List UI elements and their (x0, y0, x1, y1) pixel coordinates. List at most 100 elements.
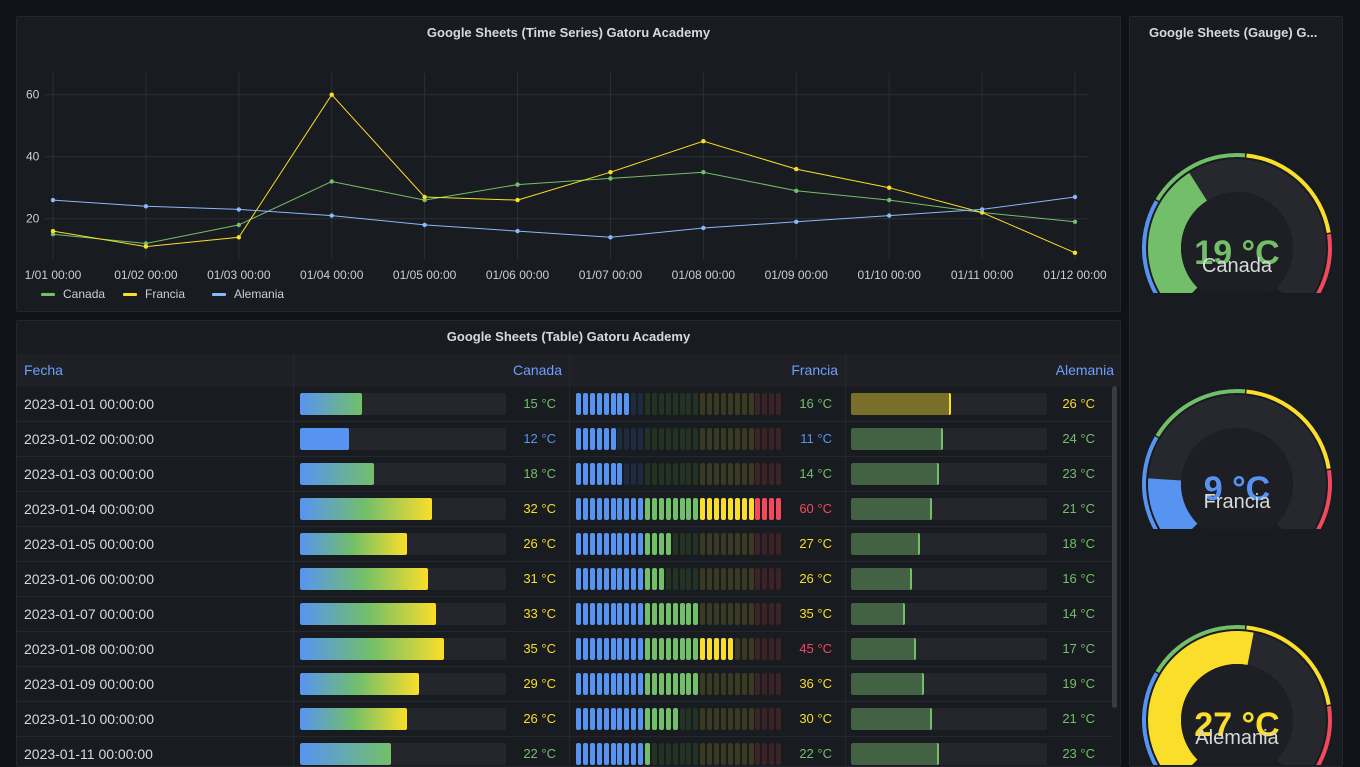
lcd-gauge-bar (576, 743, 782, 765)
lcd-segment (679, 393, 685, 415)
lcd-segment (576, 428, 581, 450)
table-row[interactable]: 2023-01-01 00:00:00 15 °C 16 °C 26 °C (17, 387, 1112, 422)
table-row[interactable]: 2023-01-08 00:00:00 35 °C 45 °C 17 °C (17, 632, 1112, 667)
lcd-segment (748, 393, 754, 415)
lcd-segment (645, 603, 650, 625)
lcd-segment (651, 463, 657, 485)
legend-swatch (123, 293, 137, 296)
lcd-segment (617, 428, 623, 450)
table-scrollbar[interactable] (1112, 386, 1117, 708)
table-title[interactable]: Google Sheets (Table) Gatoru Academy (446, 329, 691, 344)
lcd-segment (755, 708, 761, 730)
lcd-segment (672, 568, 678, 590)
lcd-segment (686, 673, 692, 695)
data-point-alemania (422, 222, 427, 228)
lcd-segment (679, 463, 685, 485)
cell-value: 18 °C (1062, 536, 1095, 551)
lcd-segment (679, 533, 685, 555)
cell-fecha: 2023-01-01 00:00:00 (24, 396, 154, 412)
lcd-gauge-bar (576, 673, 782, 695)
lcd-segment (727, 533, 733, 555)
cell-alemania: 24 °C (845, 422, 1112, 456)
table-row[interactable]: 2023-01-07 00:00:00 33 °C 35 °C 14 °C (17, 597, 1112, 632)
table-row[interactable]: 2023-01-04 00:00:00 32 °C 60 °C 21 °C (17, 492, 1112, 527)
table-row[interactable]: 2023-01-05 00:00:00 26 °C 27 °C 18 °C (17, 527, 1112, 562)
data-point-canada (608, 176, 613, 181)
cell-value: 21 °C (1062, 501, 1095, 516)
lcd-segment (672, 603, 678, 625)
lcd-segment (603, 463, 609, 485)
cell-value: 24 °C (1062, 431, 1095, 446)
lcd-segment (582, 428, 588, 450)
cell-value: 26 °C (799, 571, 832, 586)
lcd-segment (631, 638, 637, 660)
table-row[interactable]: 2023-01-11 00:00:00 22 °C 22 °C 23 °C (17, 737, 1112, 766)
gradient-gauge-fill (300, 498, 432, 520)
cell-fecha: 2023-01-04 00:00:00 (24, 501, 154, 517)
lcd-segment (686, 708, 692, 730)
timeseries-title[interactable]: Google Sheets (Time Series) Gatoru Acade… (426, 25, 711, 40)
lcd-segment (714, 463, 719, 485)
cell-francia: 30 °C (569, 702, 845, 736)
cell-value: 11 °C (800, 431, 832, 446)
data-point-francia (794, 166, 799, 172)
lcd-segment (665, 708, 671, 730)
y-tick-label: 20 (26, 212, 40, 226)
table-row[interactable]: 2023-01-09 00:00:00 29 °C 36 °C 19 °C (17, 667, 1112, 702)
lcd-segment (638, 463, 644, 485)
lcd-segment (693, 603, 699, 625)
table-row[interactable]: 2023-01-10 00:00:00 26 °C 30 °C 21 °C (17, 702, 1112, 737)
gauge-panel[interactable]: Google Sheets (Gauge) G... 19 °C Canada 9 … (1129, 16, 1343, 767)
lcd-segment (582, 498, 588, 520)
table-row[interactable]: 2023-01-06 00:00:00 31 °C 26 °C 16 °C (17, 562, 1112, 597)
lcd-segment (596, 568, 602, 590)
column-header-fecha[interactable]: Fecha (24, 362, 63, 378)
gauge-canada: 19 °C (1142, 153, 1332, 293)
column-header-canada[interactable]: Canada (512, 362, 562, 378)
cell-fecha: 2023-01-03 00:00:00 (24, 466, 154, 482)
lcd-segment (596, 708, 602, 730)
gradient-gauge-bar (300, 463, 506, 485)
lcd-segment (714, 568, 719, 590)
lcd-segment (755, 463, 761, 485)
series-line-alemania (52, 196, 1076, 238)
lcd-segment (727, 463, 733, 485)
table-row[interactable]: 2023-01-03 00:00:00 18 °C 14 °C 23 °C (17, 457, 1112, 492)
cell-francia: 60 °C (569, 492, 845, 526)
column-header-alemania[interactable]: Alemania (1055, 362, 1114, 378)
lcd-segment (755, 603, 761, 625)
lcd-segment (762, 708, 768, 730)
lcd-segment (700, 708, 706, 730)
x-tick-label: 01/08 00:00 (672, 268, 736, 282)
timeseries-panel[interactable]: Google Sheets (Time Series) Gatoru Acade… (16, 16, 1121, 312)
lcd-segment (589, 673, 595, 695)
basic-gauge-bar (851, 463, 1047, 485)
basic-gauge-fill (851, 533, 921, 555)
legend-item-francia: Francia (145, 287, 185, 301)
lcd-segment (624, 603, 630, 625)
lcd-segment (651, 498, 657, 520)
gauge-threshold-arc (1316, 469, 1332, 529)
lcd-segment (631, 743, 637, 765)
cell-canada: 31 °C (293, 562, 569, 596)
lcd-segment (645, 708, 650, 730)
cell-alemania: 21 °C (845, 492, 1112, 526)
lcd-segment (679, 498, 685, 520)
table-panel[interactable]: Google Sheets (Table) Gatoru Academy Fec… (16, 320, 1121, 767)
lcd-segment (658, 498, 664, 520)
cell-fecha: 2023-01-10 00:00:00 (24, 711, 154, 727)
column-header-francia[interactable]: Francia (791, 362, 838, 378)
basic-gauge-fill (851, 568, 913, 590)
lcd-segment (631, 463, 637, 485)
gradient-gauge-bar (300, 428, 506, 450)
data-point-francia (422, 194, 427, 200)
lcd-segment (603, 428, 609, 450)
table-row[interactable]: 2023-01-02 00:00:00 12 °C 11 °C 24 °C (17, 422, 1112, 457)
data-point-francia (886, 185, 892, 190)
legend-item-alemania: Alemania (234, 287, 284, 301)
data-point-canada (886, 197, 892, 203)
gradient-gauge-fill (300, 743, 391, 765)
gauge-title[interactable]: Google Sheets (Gauge) G... (1149, 25, 1318, 40)
cell-value: 45 °C (799, 641, 832, 656)
basic-gauge-bar (851, 533, 1047, 555)
